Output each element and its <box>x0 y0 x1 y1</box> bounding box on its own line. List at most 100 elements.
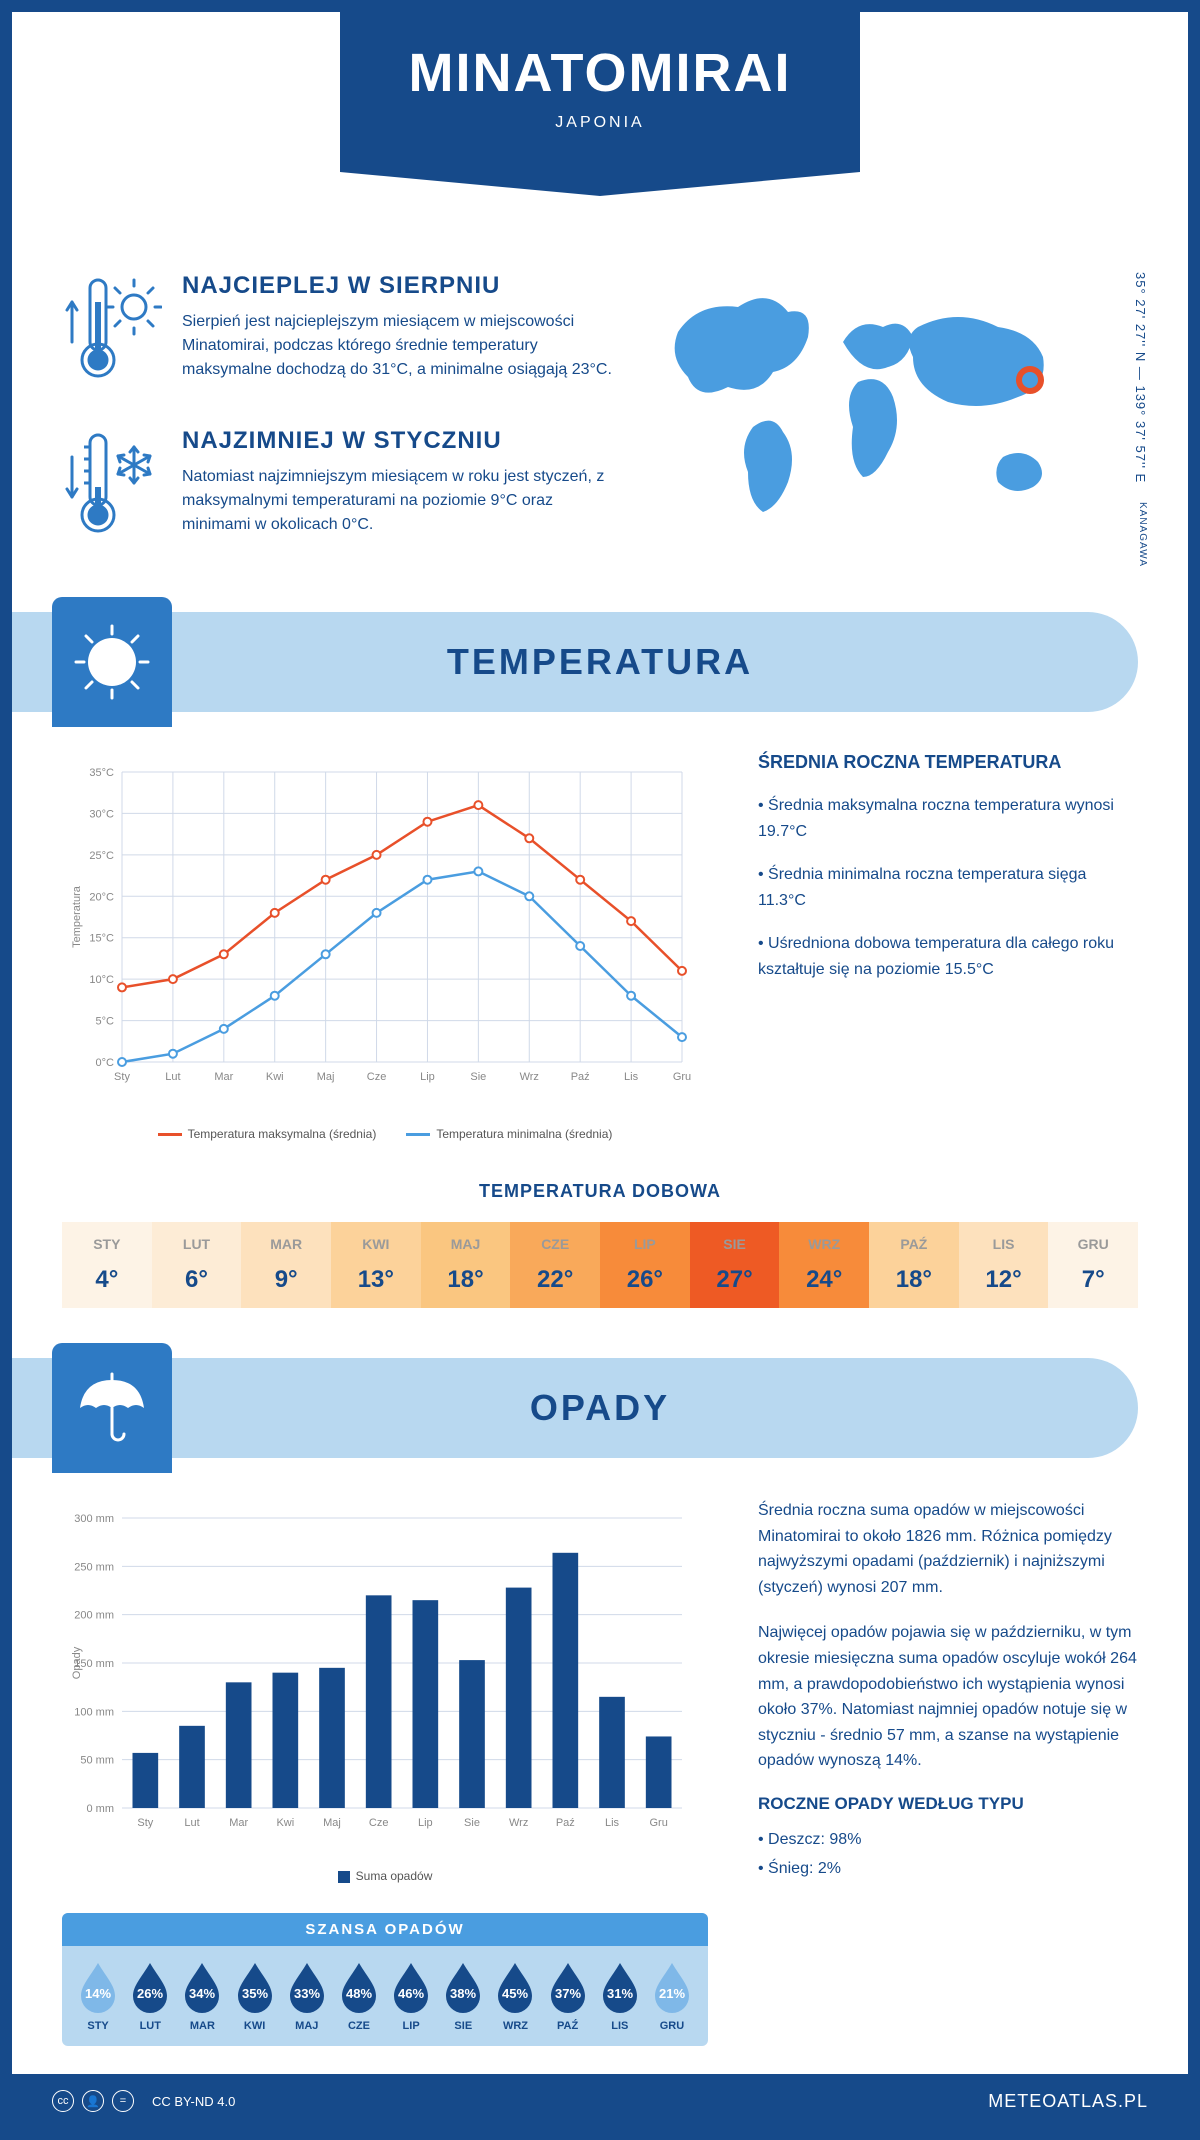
svg-text:20°C: 20°C <box>89 891 114 903</box>
chance-drop: 46%LIP <box>385 1960 437 2032</box>
svg-text:Cze: Cze <box>367 1071 387 1083</box>
svg-text:Sie: Sie <box>470 1071 486 1083</box>
svg-text:200 mm: 200 mm <box>74 1610 114 1622</box>
svg-text:Cze: Cze <box>369 1817 389 1829</box>
svg-text:Maj: Maj <box>317 1071 335 1083</box>
region-label: KANAGAWA <box>1137 502 1148 567</box>
thermometer-hot-icon <box>62 272 162 387</box>
svg-text:Lip: Lip <box>420 1071 435 1083</box>
svg-text:30°C: 30°C <box>89 808 114 820</box>
sun-icon <box>52 597 172 727</box>
precip-type-item: Deszcz: 98% <box>758 1826 1138 1855</box>
svg-text:14%: 14% <box>85 1986 111 2001</box>
chance-drop: 14%STY <box>72 1960 124 2032</box>
precip-text-1: Średnia roczna suma opadów w miejscowośc… <box>758 1498 1138 1600</box>
precip-text-2: Najwięcej opadów pojawia się w październ… <box>758 1620 1138 1774</box>
svg-text:Wrz: Wrz <box>509 1817 528 1829</box>
svg-text:Sty: Sty <box>114 1071 130 1083</box>
chance-title: SZANSA OPADÓW <box>62 1913 708 1946</box>
svg-text:10°C: 10°C <box>89 974 114 986</box>
fact-text: Sierpień jest najcieplejszym miesiącem w… <box>182 310 618 382</box>
svg-text:Paź: Paź <box>556 1817 575 1829</box>
chance-drop: 45%WRZ <box>489 1960 541 2032</box>
svg-text:100 mm: 100 mm <box>74 1706 114 1718</box>
chance-drop: 48%CZE <box>333 1960 385 2032</box>
svg-text:35%: 35% <box>242 1986 268 2001</box>
fact-coldest: NAJZIMNIEJ W STYCZNIU Natomiast najzimni… <box>62 427 618 542</box>
precip-chance-box: SZANSA OPADÓW 14%STY26%LUT34%MAR35%KWI33… <box>62 1913 708 2046</box>
svg-text:Maj: Maj <box>323 1817 341 1829</box>
daily-temp-cell: STY4° <box>62 1222 152 1308</box>
svg-text:Sie: Sie <box>464 1817 480 1829</box>
footer: cc 👤 = CC BY-ND 4.0 METEOATLAS.PL <box>12 2074 1188 2128</box>
title-banner: MINATOMIRAI JAPONIA <box>340 12 860 172</box>
page-subtitle: JAPONIA <box>340 114 860 132</box>
svg-text:50 mm: 50 mm <box>80 1755 114 1767</box>
daily-temp-cell: LIS12° <box>959 1222 1049 1308</box>
legend-max: Temperatura maksymalna (średnia) <box>158 1127 377 1141</box>
precip-type-list: Deszcz: 98%Śnieg: 2% <box>758 1826 1138 1884</box>
daily-temp-cell: LUT6° <box>152 1222 242 1308</box>
daily-temp-cell: MAR9° <box>241 1222 331 1308</box>
svg-text:Lis: Lis <box>605 1817 620 1829</box>
daily-temp-cell: GRU7° <box>1048 1222 1138 1308</box>
chance-drop: 37%PAŹ <box>542 1960 594 2032</box>
temp-side-title: ŚREDNIA ROCZNA TEMPERATURA <box>758 752 1138 773</box>
svg-text:35°C: 35°C <box>89 767 114 779</box>
svg-text:Paź: Paź <box>571 1071 590 1083</box>
svg-text:300 mm: 300 mm <box>74 1513 114 1525</box>
svg-text:250 mm: 250 mm <box>74 1561 114 1573</box>
svg-text:34%: 34% <box>189 1986 215 2001</box>
license-text: CC BY-ND 4.0 <box>152 2094 235 2109</box>
svg-text:Mar: Mar <box>214 1071 233 1083</box>
chance-drop: 26%LUT <box>124 1960 176 2032</box>
fact-warmest: NAJCIEPLEJ W SIERPNIU Sierpień jest najc… <box>62 272 618 387</box>
chance-drop: 31%LIS <box>594 1960 646 2032</box>
footer-brand: METEOATLAS.PL <box>988 2091 1148 2112</box>
daily-temp-cell: WRZ24° <box>779 1222 869 1308</box>
svg-text:Temperatura: Temperatura <box>71 885 83 948</box>
fact-text: Natomiast najzimniejszym miesiącem w rok… <box>182 465 618 537</box>
chance-drops: 14%STY26%LUT34%MAR35%KWI33%MAJ48%CZE46%L… <box>72 1960 698 2032</box>
precip-type-title: ROCZNE OPADY WEDŁUG TYPU <box>758 1794 1138 1814</box>
thermometer-cold-icon <box>62 427 162 542</box>
svg-text:Opady: Opady <box>71 1646 83 1679</box>
svg-text:Mar: Mar <box>229 1817 248 1829</box>
nd-icon: = <box>112 2090 134 2112</box>
svg-text:15°C: 15°C <box>89 933 114 945</box>
page-title: MINATOMIRAI <box>340 42 860 104</box>
umbrella-icon <box>52 1343 172 1473</box>
svg-text:21%: 21% <box>659 1986 685 2001</box>
svg-text:Lut: Lut <box>184 1817 199 1829</box>
coordinates: 35° 27' 27'' N — 139° 37' 57'' E <box>1133 272 1148 483</box>
world-map <box>658 272 1138 537</box>
fact-title: NAJZIMNIEJ W STYCZNIU <box>182 427 618 455</box>
section-precipitation: OPADY <box>12 1358 1138 1458</box>
legend-min: Temperatura minimalna (średnia) <box>406 1127 612 1141</box>
temp-side-item: Uśredniona dobowa temperatura dla całego… <box>758 931 1138 982</box>
precip-type-item: Śnieg: 2% <box>758 1855 1138 1884</box>
svg-text:Lut: Lut <box>165 1071 180 1083</box>
daily-temp-cell: SIE27° <box>690 1222 780 1308</box>
bar-legend: Suma opadów <box>62 1869 708 1883</box>
svg-text:26%: 26% <box>137 1986 163 2001</box>
chance-drop: 33%MAJ <box>281 1960 333 2032</box>
svg-text:Wrz: Wrz <box>520 1071 539 1083</box>
daily-temp-cell: MAJ18° <box>421 1222 511 1308</box>
chance-drop: 34%MAR <box>176 1960 228 2032</box>
svg-text:45%: 45% <box>502 1986 528 2001</box>
fact-title: NAJCIEPLEJ W SIERPNIU <box>182 272 618 300</box>
svg-text:Lip: Lip <box>418 1817 433 1829</box>
svg-text:38%: 38% <box>450 1986 476 2001</box>
svg-text:0 mm: 0 mm <box>87 1803 115 1815</box>
svg-text:33%: 33% <box>294 1986 320 2001</box>
chance-drop: 35%KWI <box>229 1960 281 2032</box>
temperature-line-chart: 0°C5°C10°C15°C20°C25°C30°C35°CStyLutMarK… <box>62 752 702 1112</box>
svg-text:25°C: 25°C <box>89 850 114 862</box>
daily-temp-cell: LIP26° <box>600 1222 690 1308</box>
svg-text:Gru: Gru <box>649 1817 667 1829</box>
daily-temp-table: STY4°LUT6°MAR9°KWI13°MAJ18°CZE22°LIP26°S… <box>62 1222 1138 1308</box>
section-title: TEMPERATURA <box>447 641 753 683</box>
cc-icon: cc <box>52 2090 74 2112</box>
temp-side-list: Średnia maksymalna roczna temperatura wy… <box>758 793 1138 983</box>
